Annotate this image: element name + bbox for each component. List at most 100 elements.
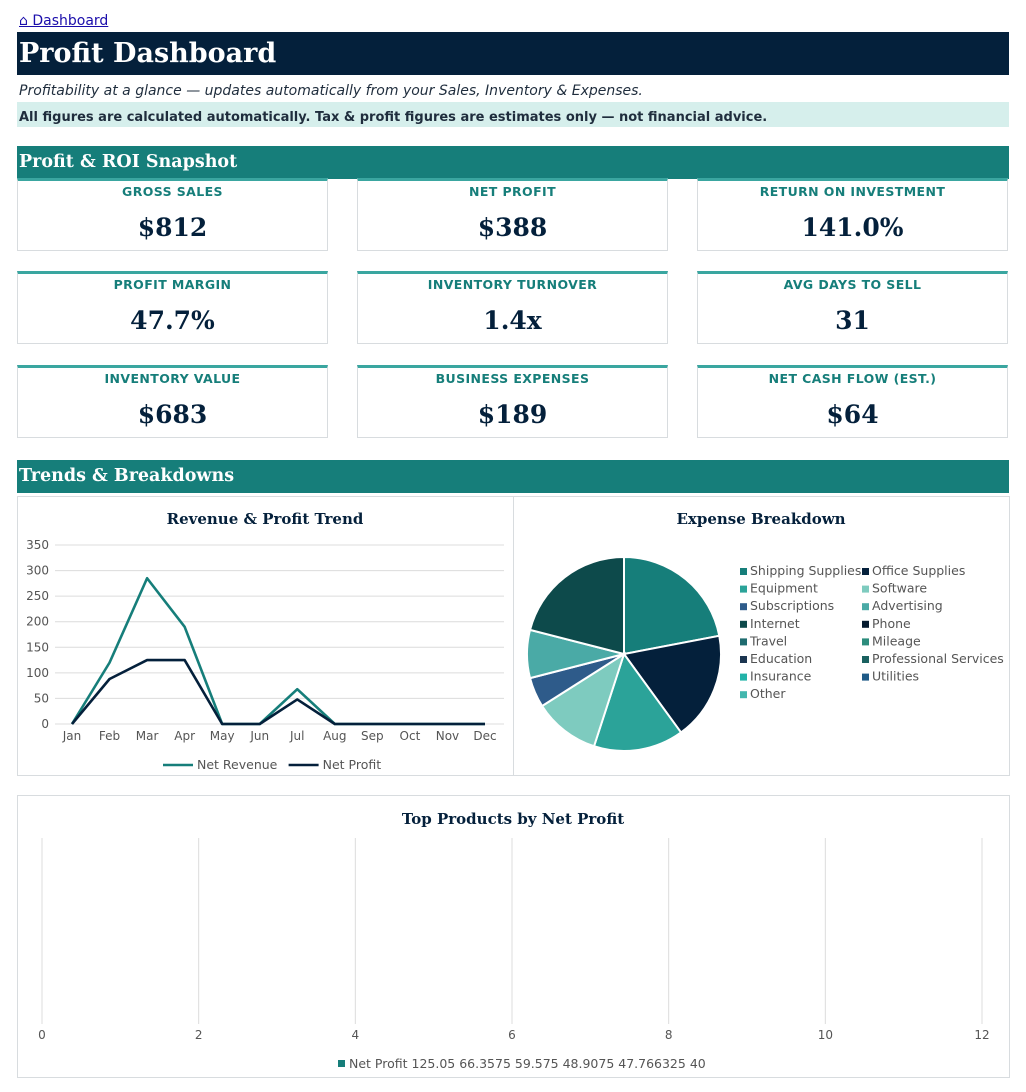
disclaimer-text: All figures are calculated automatically… (19, 110, 768, 125)
section-header-trends: Trends & Breakdowns (17, 460, 1009, 493)
legend-swatch (740, 656, 747, 663)
expense-breakdown-chart: Expense Breakdown Shipping Supplies Office… (526, 510, 1004, 752)
series-line-net-revenue (70, 576, 485, 726)
expense-breakdown-chart-panel: Expense Breakdown Shipping Supplies Office… (513, 496, 1010, 776)
legend-label: Mileage (872, 633, 921, 648)
legend-label: Net Profit (323, 757, 382, 772)
kpi-card-business-expenses: BUSINESS EXPENSES $189 (357, 365, 668, 438)
legend-label: Net Revenue (197, 757, 278, 772)
kpi-value: $683 (137, 400, 208, 429)
legend-swatch (862, 585, 869, 593)
kpi-card-inventory-turnover: INVENTORY TURNOVER 1.4x (357, 271, 668, 344)
legend-swatch (740, 603, 747, 611)
kpi-label: INVENTORY VALUE (104, 371, 241, 386)
x-tick-label: Nov (436, 729, 459, 743)
y-tick-label: 300 (26, 564, 49, 578)
x-tick-label: Jan (62, 729, 82, 743)
legend-label: Professional Services (872, 651, 1004, 666)
section-title-trends: Trends & Breakdowns (19, 466, 235, 486)
legend-label: Equipment (750, 581, 818, 596)
legend-label: Other (750, 686, 786, 701)
kpi-card-profit-margin: PROFIT MARGIN 47.7% (17, 271, 328, 344)
kpi-value: 47.7% (130, 306, 215, 335)
chart-title: Top Products by Net Profit (402, 810, 624, 828)
kpi-card-net-cash-flow: NET CASH FLOW (EST.) $64 (697, 365, 1008, 438)
legend-label: Education (750, 651, 812, 666)
legend-swatch (740, 620, 747, 628)
kpi-value: $388 (477, 213, 548, 242)
legend-label: Office Supplies (872, 563, 965, 578)
legend-label: Software (872, 581, 927, 596)
x-tick-label: Dec (473, 729, 496, 743)
legend-swatch (862, 568, 869, 575)
legend-label: Insurance (750, 669, 812, 684)
kpi-card-gross-sales: GROSS SALES $812 (17, 178, 328, 251)
pie-slice (540, 651, 626, 748)
y-tick-label: 350 (26, 538, 49, 552)
y-tick-label: 100 (26, 666, 49, 680)
x-tick-label: Jun (249, 729, 269, 743)
x-tick-label: Sep (361, 729, 384, 743)
kpi-label: NET PROFIT (468, 184, 556, 199)
kpi-value: $189 (477, 400, 548, 429)
x-tick-label: Feb (99, 729, 120, 743)
pie-slice (592, 651, 683, 752)
legend-label: Travel (749, 633, 787, 648)
top-products-chart: Top Products by Net Profit 0 2 4 6 8 10 12 Net P… (38, 810, 989, 1071)
legend-swatch (740, 638, 747, 646)
pie-slice (528, 555, 625, 656)
x-tick-label: Jul (289, 729, 304, 743)
legend-swatch (862, 620, 869, 628)
legend-swatch (862, 656, 869, 663)
x-tick-label: 8 (665, 1028, 673, 1042)
disclaimer-banner: All figures are calculated automatically… (17, 102, 1009, 127)
legend-label: Internet (750, 616, 800, 631)
page-title: Profit Dashboard (19, 38, 277, 69)
x-tick-label: 6 (508, 1028, 516, 1042)
legend-swatch (740, 691, 747, 699)
y-tick-label: 0 (41, 717, 49, 731)
legend-label: Subscriptions (750, 598, 834, 613)
x-tick-label: 4 (352, 1028, 360, 1042)
kpi-card-roi: RETURN ON INVESTMENT 141.0% (697, 178, 1008, 251)
x-tick-label: 12 (974, 1028, 989, 1042)
x-tick-label: 2 (195, 1028, 203, 1042)
legend-swatch (740, 673, 747, 681)
x-tick-label: Mar (136, 729, 159, 743)
kpi-label: INVENTORY TURNOVER (427, 277, 598, 292)
legend-label: Phone (872, 616, 911, 631)
revenue-profit-chart: Revenue & Profit Trend 0 50 100 150 200 250 300… (26, 510, 504, 772)
chart-title: Revenue & Profit Trend (167, 510, 364, 528)
legend-swatch (338, 1060, 345, 1067)
pie-slice (622, 634, 722, 734)
breadcrumb-dashboard-link[interactable]: ⌂ Dashboard (19, 13, 109, 29)
y-tick-label: 200 (26, 615, 49, 629)
top-products-chart-panel: Top Products by Net Profit 0 2 4 6 8 10 12 Net P… (17, 795, 1010, 1078)
kpi-value: 31 (835, 306, 870, 335)
revenue-profit-chart-panel: Revenue & Profit Trend 0 50 100 150 200 250 300… (17, 496, 514, 776)
legend-label: Net Profit 125.05 66.3575 59.575 48.9075… (349, 1056, 706, 1071)
x-tick-label: Apr (174, 729, 195, 743)
pie-slice (623, 555, 721, 656)
kpi-card-net-profit: NET PROFIT $388 (357, 178, 668, 251)
legend-swatch (740, 568, 747, 575)
kpi-label: BUSINESS EXPENSES (435, 371, 590, 386)
legend-label: Utilities (872, 669, 919, 684)
legend-swatch (862, 673, 869, 681)
kpi-card-inventory-value: INVENTORY VALUE $683 (17, 365, 328, 438)
kpi-label: PROFIT MARGIN (113, 277, 232, 292)
x-tick-label: Oct (400, 729, 421, 743)
x-tick-label: Aug (323, 729, 346, 743)
legend-swatch (740, 585, 747, 593)
kpi-label: AVG DAYS TO SELL (783, 277, 922, 292)
y-tick-label: 150 (26, 640, 49, 654)
legend-swatch (862, 638, 869, 646)
x-tick-label: May (210, 729, 235, 743)
kpi-value: $812 (137, 213, 208, 242)
kpi-value: $64 (826, 400, 879, 429)
kpi-value: 1.4x (483, 306, 542, 335)
kpi-label: RETURN ON INVESTMENT (759, 184, 946, 199)
kpi-label: GROSS SALES (122, 184, 223, 199)
x-tick-label: 10 (818, 1028, 833, 1042)
section-title-snapshot: Profit & ROI Snapshot (19, 152, 238, 172)
